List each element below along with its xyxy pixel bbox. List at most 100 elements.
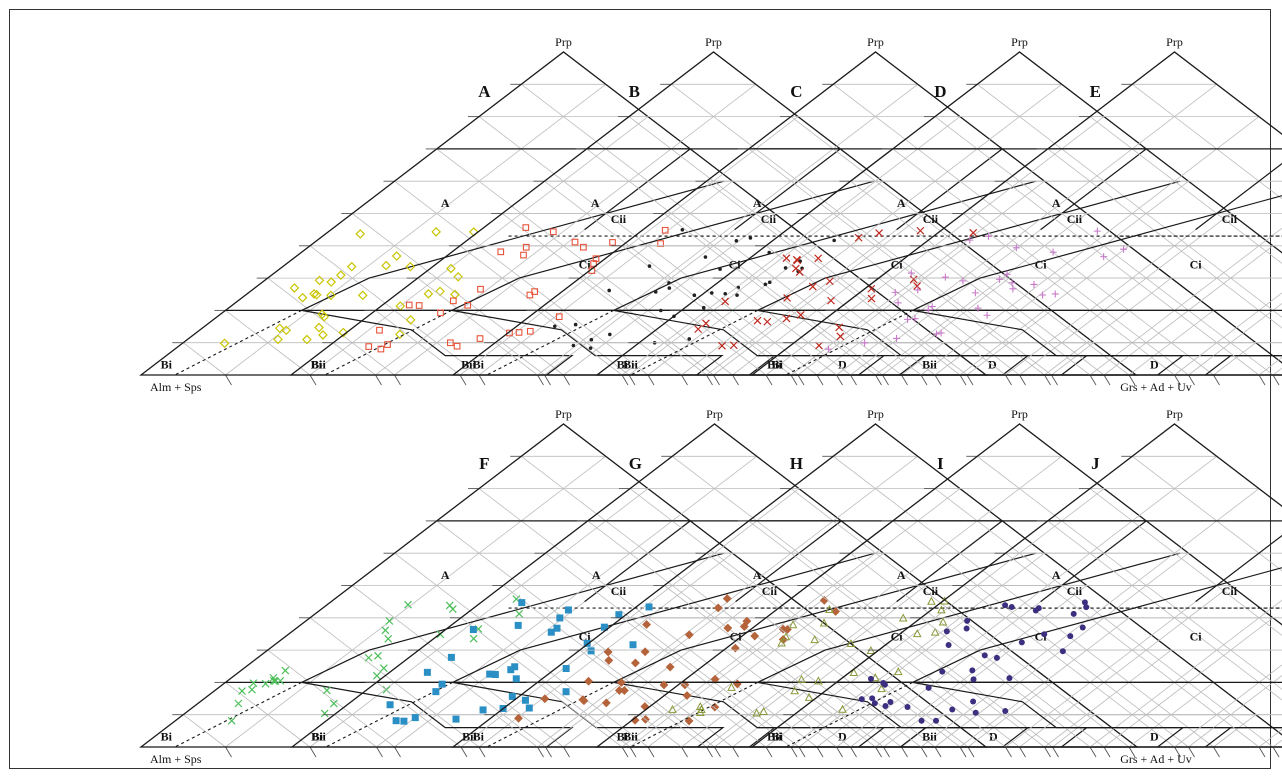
axis-tick xyxy=(1103,374,1111,386)
data-point xyxy=(912,629,922,638)
data-point xyxy=(867,284,876,293)
data-point xyxy=(273,334,283,345)
grid-lines xyxy=(333,83,1094,376)
data-point xyxy=(684,716,694,726)
axis-tick xyxy=(850,374,857,386)
data-point xyxy=(1039,291,1047,299)
data-point xyxy=(423,668,431,676)
data-point xyxy=(608,332,612,337)
data-point xyxy=(449,297,457,305)
data-point xyxy=(1008,279,1016,287)
data-point xyxy=(657,240,664,247)
grid-line xyxy=(267,649,395,748)
field-label-bi: Bi xyxy=(473,358,485,372)
field-boundary xyxy=(899,355,926,376)
field-boundary xyxy=(1205,727,1232,748)
data-point xyxy=(797,674,806,683)
data-point xyxy=(682,691,692,700)
axis-tick xyxy=(376,746,383,758)
axis-tick xyxy=(681,746,688,758)
data-point xyxy=(394,329,405,340)
data-point xyxy=(309,289,319,299)
axis-tick xyxy=(647,746,655,758)
data-point xyxy=(432,688,440,696)
data-point xyxy=(329,699,338,708)
field-label-cii: Cii xyxy=(611,584,627,598)
grid-line xyxy=(836,83,1217,376)
grid-line xyxy=(732,649,860,748)
field-boundary xyxy=(912,195,1282,311)
data-point xyxy=(269,676,278,685)
field-boundary xyxy=(613,309,886,376)
field-boundary xyxy=(1195,162,1282,231)
data-point xyxy=(782,314,791,323)
grid-line xyxy=(1213,714,1256,748)
data-point xyxy=(573,322,578,327)
axis-tick xyxy=(816,746,824,758)
data-point xyxy=(311,289,322,300)
axis-tick xyxy=(1103,746,1111,758)
grid-line xyxy=(882,277,1010,376)
axis-tick xyxy=(621,746,629,758)
grid-line xyxy=(713,213,925,376)
data-point xyxy=(645,603,653,611)
data-point xyxy=(653,290,658,294)
data-point xyxy=(974,304,982,312)
data-point xyxy=(526,291,534,299)
grid-line xyxy=(681,455,1062,748)
data-point xyxy=(415,302,423,309)
data-point xyxy=(526,327,534,335)
data-point xyxy=(405,315,416,325)
grid-line xyxy=(375,310,461,376)
data-points xyxy=(858,599,1090,724)
field-label-bii: Bii xyxy=(623,358,638,372)
axis-tick xyxy=(375,374,382,386)
data-point xyxy=(759,706,768,716)
axis-tick xyxy=(563,374,570,386)
data-point xyxy=(694,325,703,334)
grid-line xyxy=(267,277,395,376)
axis-tick xyxy=(765,374,773,386)
data-points xyxy=(386,599,653,725)
panel-letter-f: F xyxy=(479,454,489,473)
data-point xyxy=(710,674,720,684)
data-point xyxy=(891,288,899,296)
data-point xyxy=(476,335,484,342)
apex-label-prp: Prp xyxy=(1166,407,1183,421)
data-point xyxy=(750,631,760,641)
data-point xyxy=(877,684,886,693)
axis-tick xyxy=(901,374,908,386)
axis-tick xyxy=(713,374,720,386)
data-point xyxy=(556,614,564,622)
field-label-d: D xyxy=(1150,358,1159,372)
field-label-a: A xyxy=(441,568,450,582)
field-label-a: A xyxy=(592,568,601,582)
data-point xyxy=(927,596,936,605)
axis-tick xyxy=(1174,374,1181,386)
grid-line xyxy=(963,213,1175,376)
data-point xyxy=(522,224,530,231)
axis-tick xyxy=(1005,746,1012,758)
data-point xyxy=(629,641,637,649)
field-label-cii: Cii xyxy=(923,584,939,598)
data-point xyxy=(819,618,829,627)
data-point xyxy=(452,715,460,723)
axis-tick xyxy=(1005,374,1012,386)
outer-frame xyxy=(9,9,1271,769)
apex-label-prp: Prp xyxy=(1166,35,1183,49)
data-point xyxy=(925,684,932,691)
data-point xyxy=(446,263,456,274)
field-label-d: D xyxy=(988,358,997,372)
axis-tick xyxy=(732,374,739,386)
data-point xyxy=(508,692,516,700)
data-point xyxy=(297,292,308,303)
data-point xyxy=(477,285,484,293)
data-point xyxy=(521,696,529,704)
axis-tick xyxy=(883,746,890,758)
data-point xyxy=(642,620,652,629)
data-point xyxy=(411,714,419,722)
data-point xyxy=(734,239,739,243)
grid-lines xyxy=(794,83,1282,376)
data-point xyxy=(603,647,613,657)
